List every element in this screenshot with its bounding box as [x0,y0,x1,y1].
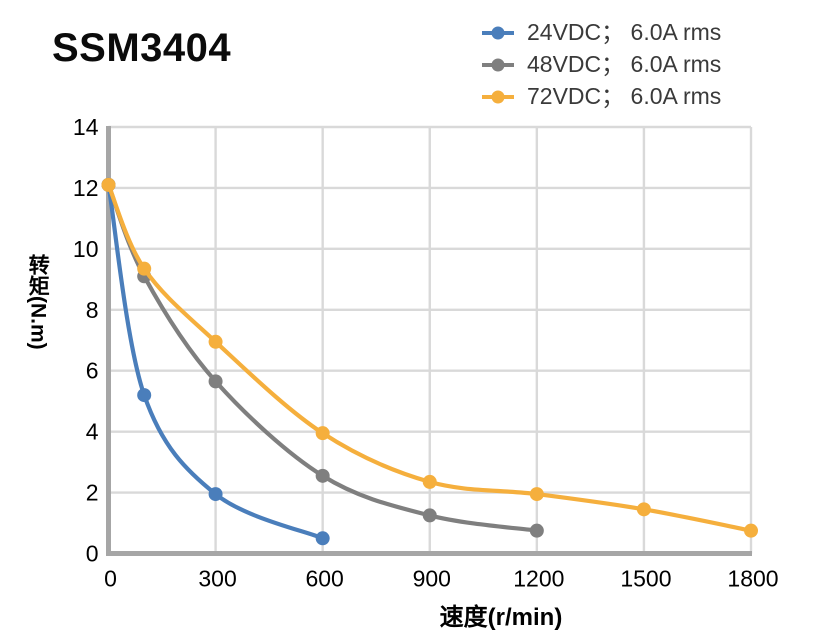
data-point-marker-2 [636,502,651,517]
legend-marker-icon [482,58,514,71]
y-tick-label: 12 [73,175,99,201]
x-tick-label: 1500 [620,566,671,592]
data-point-marker-2 [315,426,330,441]
data-point-marker-2 [137,261,152,276]
legend-marker-icon [482,90,514,103]
y-tick-label: 6 [86,358,99,384]
legend-marker-dot [491,26,505,39]
y-tick-label: 14 [73,114,99,140]
data-point-marker-2 [529,487,544,502]
legend-label: 48VDC； 6.0A rms [527,51,722,77]
page-title: SSM3404 [52,26,232,70]
legend-item-0: 24VDC； 6.0A rms [481,19,721,46]
x-tick-label: 1200 [513,566,564,592]
data-point-marker-1 [315,468,330,483]
legend: 24VDC； 6.0A rms 48VDC； 6.0A rms 72VDC； 6.0… [481,19,721,110]
data-point-marker-0 [315,531,330,546]
data-point-marker-1 [422,508,437,523]
data-point-marker-2 [744,523,758,538]
data-point-marker-1 [208,374,223,389]
data-point-marker-2 [101,177,116,192]
y-axis-title: 转矩(N.m) [26,254,50,350]
y-tick-label: 10 [73,236,99,262]
series-line-0 [106,182,325,541]
y-tick-label: 8 [86,297,99,323]
x-tick-label: 0 [104,566,117,592]
legend-label: 24VDC； 6.0A rms [527,19,722,45]
y-tick-label: 2 [86,480,99,506]
y-tick-label: 4 [86,419,99,445]
x-tick-label: 900 [413,566,451,592]
y-tick-label: 0 [86,541,99,567]
x-tick-label: 1800 [727,566,778,592]
legend-marker-dot [491,90,505,103]
x-tick-label: 600 [305,566,343,592]
legend-label: 72VDC； 6.0A rms [527,83,722,109]
legend-item-1: 48VDC； 6.0A rms [481,51,721,78]
data-point-marker-2 [422,474,437,489]
data-point-marker-2 [208,334,223,349]
x-axis-title: 速度(r/min) [439,604,563,631]
data-point-marker-1 [529,523,544,538]
legend-marker-dot [491,58,505,71]
data-point-marker-0 [208,487,223,502]
series-line-2 [106,182,754,533]
x-tick-label: 300 [198,566,236,592]
data-point-marker-0 [137,388,152,403]
legend-marker-icon [482,26,514,39]
legend-item-2: 72VDC； 6.0A rms [481,83,721,110]
